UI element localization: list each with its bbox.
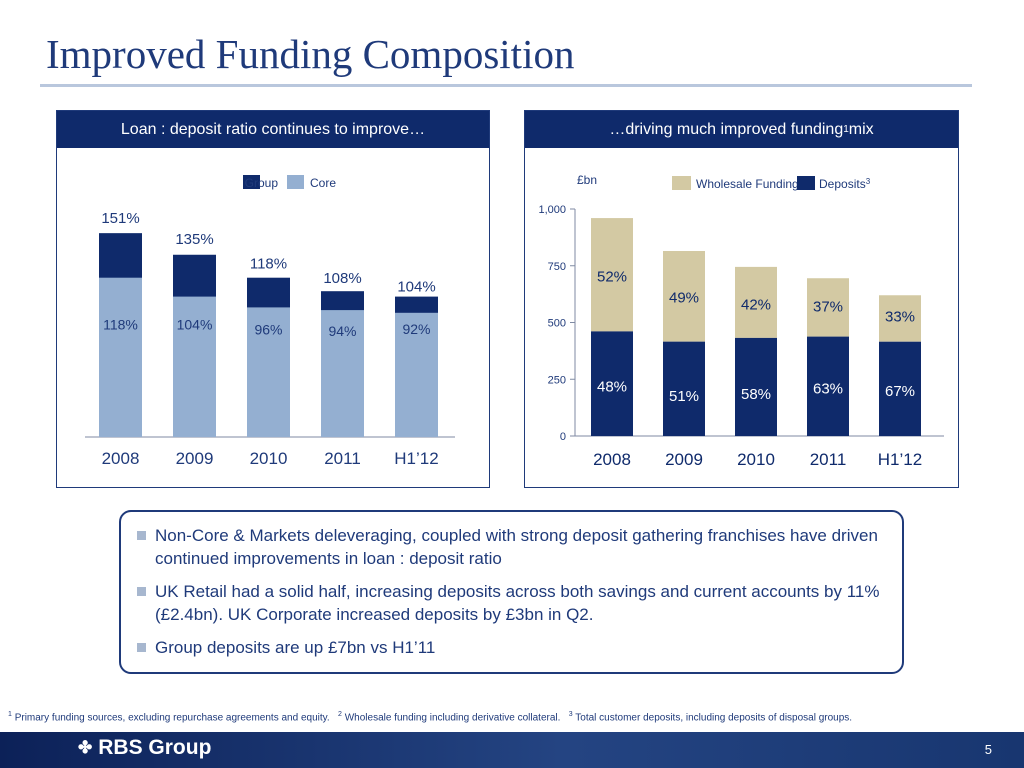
x-tick-label: 2009 [176,449,214,468]
funding-mix-panel-header: …driving much improved funding 1 mix [525,111,958,148]
data-label-group: 104% [397,279,435,296]
x-tick-label: 2008 [593,450,631,469]
x-tick-label: 2010 [250,449,288,468]
bullet-text: Non-Core & Markets deleveraging, coupled… [155,526,878,568]
square-bullet-icon [137,587,146,596]
bar-wholesale [735,266,777,338]
legend-label-group: Group [245,176,279,190]
x-tick-label: 2011 [810,450,847,469]
title-divider [40,84,972,87]
bullet-text: Group deposits are up £7bn vs H1’11 [155,638,436,657]
x-tick-label: 2009 [665,450,703,469]
bar-deposits [735,337,777,436]
data-label-deposits: 48% [597,379,627,396]
page-title: Improved Funding Composition [46,31,575,77]
page-number: 5 [984,742,992,757]
legend-swatch-wholesale [672,176,691,190]
footer-bar: ✤ RBS Group 5 [0,732,1024,768]
data-label-deposits: 51% [669,388,699,405]
bar-core [395,312,438,437]
legend-label-deposits-text: Deposits [819,177,866,191]
loan-deposit-panel-header: Loan : deposit ratio continues to improv… [57,111,489,148]
legend-label-deposits-sup: 3 [866,177,871,186]
funding-mix-header-prefix: …driving much improved funding [609,120,844,138]
key-points-box: Non-Core & Markets deleveraging, coupled… [119,510,904,674]
y-tick-label: 0 [560,431,566,443]
legend-label-core: Core [310,176,336,190]
square-bullet-icon [137,643,146,652]
footnote-number: 3 [568,711,573,718]
y-tick-label: 500 [548,318,566,330]
funding-mix-chart: 0 250 500 750 1,000 £bn 52% 48% 2008 49% 51% 2009 42… [538,173,944,469]
data-label-group: 108% [323,270,361,287]
data-label-wholesale: 49% [669,289,699,306]
footnote-number: 2 [338,711,342,718]
legend-label-deposits: Deposits3 [819,177,871,191]
bar-core [321,310,364,437]
bar-core [99,277,142,437]
footnote-number: 1 [8,711,12,718]
x-tick-label: 2011 [324,449,361,468]
bar-wholesale [591,218,633,332]
data-label-deposits: 58% [741,386,771,403]
footnotes: 1 Primary funding sources, excluding rep… [8,708,1008,724]
loan-deposit-panel: Loan : deposit ratio continues to improv… [56,110,490,488]
y-tick-label: 1,000 [538,204,566,216]
footnote-text: Total customer deposits, including depos… [575,712,853,724]
data-label-core: 104% [177,317,213,333]
loan-deposit-chart: 151% 118% 2008 135% 104% 2009 118% 96% 2010 108% 9… [85,175,455,468]
data-label-core: 94% [328,323,356,339]
data-label-wholesale: 42% [741,296,771,313]
rbs-daisy-icon: ✤ [78,738,93,757]
bar-deposits [591,331,633,436]
y-tick-label: 750 [548,261,566,273]
bullet-item: UK Retail had a solid half, increasing d… [133,580,886,626]
bar-wholesale [807,278,849,337]
logo-text: RBS Group [98,736,212,759]
x-tick-label: H1’12 [878,450,922,469]
data-label-core: 92% [402,321,430,337]
legend-swatch-core [287,175,304,189]
footnote-text: Primary funding sources, excluding repur… [14,712,330,724]
data-label-group: 151% [101,210,139,227]
rbs-logo: ✤ RBS Group [78,736,211,760]
funding-mix-header-suffix: mix [848,120,874,138]
y-axis-label: £bn [577,173,597,187]
bar-deposits [879,341,921,436]
y-tick-label: 250 [548,374,566,386]
bullet-item: Non-Core & Markets deleveraging, coupled… [133,524,886,570]
footnote-text: Wholesale funding including derivative c… [344,712,561,724]
legend-swatch-deposits [797,176,815,190]
legend-label-wholesale-text: Wholesale Funding [696,177,799,191]
data-label-group: 135% [175,231,213,248]
data-label-wholesale: 52% [597,269,627,286]
data-label-core: 96% [254,321,282,337]
bar-deposits [807,336,849,436]
x-tick-label: H1’12 [394,449,438,468]
bullet-item: Group deposits are up £7bn vs H1’11 [133,636,886,659]
legend-swatch-group [243,175,260,189]
legend-label-wholesale: Wholesale Funding2 [696,177,804,191]
data-label-deposits: 67% [885,383,915,400]
bar-wholesale [663,250,705,342]
data-label-wholesale: 37% [813,298,843,315]
funding-mix-header-sup: 1 [843,124,849,135]
x-tick-label: 2010 [737,450,775,469]
bar-core [247,307,290,437]
x-tick-label: 2008 [102,449,140,468]
bar-wholesale [879,295,921,342]
bullet-text: UK Retail had a solid half, increasing d… [155,582,880,624]
bar-core [173,296,216,437]
data-label-wholesale: 33% [885,308,915,325]
data-label-core: 118% [103,317,138,333]
bar-deposits [663,341,705,436]
data-label-deposits: 63% [813,380,843,397]
funding-mix-panel: …driving much improved funding 1 mix 0 250… [524,110,959,488]
square-bullet-icon [137,531,146,540]
data-label-group: 118% [250,256,287,273]
